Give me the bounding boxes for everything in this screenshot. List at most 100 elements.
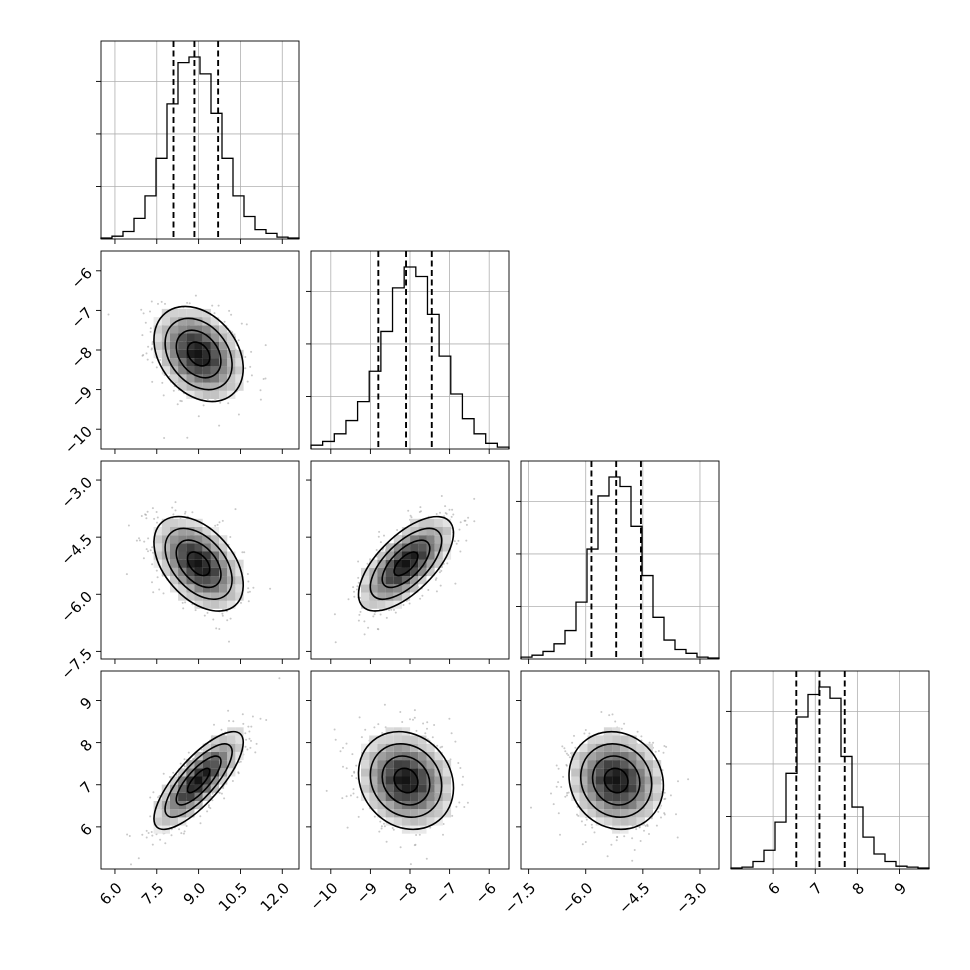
density-cell <box>194 366 203 375</box>
scatter-point <box>149 796 152 799</box>
density-cell <box>377 559 386 568</box>
density-cell <box>235 727 244 736</box>
scatter-point <box>254 751 257 754</box>
density-cell <box>385 543 394 552</box>
scatter-point <box>663 745 666 747</box>
scatter-point <box>181 601 184 604</box>
density-cell <box>235 559 244 568</box>
scatter-point <box>358 613 361 616</box>
density-cell <box>603 801 613 810</box>
scatter-point <box>557 767 560 770</box>
density-cell <box>202 584 211 593</box>
density-cell <box>186 341 195 350</box>
density-cell <box>361 776 370 785</box>
density-cell <box>620 792 629 801</box>
density-cell <box>186 567 195 577</box>
scatter-point <box>646 823 649 826</box>
scatter-point <box>248 730 251 733</box>
scatter-point <box>657 750 660 752</box>
scatter-point <box>409 718 411 721</box>
density-cell <box>210 543 220 552</box>
density-cell <box>579 751 588 761</box>
density-cell <box>587 760 596 769</box>
density-cell <box>579 784 588 793</box>
scatter-point <box>566 792 569 794</box>
scatter-point <box>588 732 591 735</box>
density-cell <box>628 809 637 818</box>
scatter-point <box>453 540 456 543</box>
scatter-point <box>214 524 217 527</box>
density-cell <box>620 809 629 818</box>
density-cell <box>644 809 653 818</box>
scatter-point <box>448 717 451 720</box>
density-cell <box>385 751 394 761</box>
density-cell <box>426 559 435 568</box>
scatter-point <box>402 604 405 606</box>
density-cell <box>186 543 195 552</box>
density-cell <box>202 567 211 577</box>
density-cell <box>194 559 203 568</box>
contour-line <box>153 730 245 831</box>
density-cell <box>603 792 613 801</box>
x-tick-label: 6.0 <box>96 879 126 909</box>
scatter-point <box>146 358 149 361</box>
scatter-point <box>325 789 328 792</box>
x-tick-label: −8 <box>392 879 420 907</box>
scatter-point <box>145 517 148 520</box>
scatter-point <box>194 294 197 297</box>
scatter-point <box>216 523 219 526</box>
density-cell <box>426 527 435 536</box>
scatter-point <box>623 722 626 725</box>
density-cell <box>644 776 653 785</box>
scatter-point <box>145 513 147 516</box>
density-cell <box>178 358 187 367</box>
scatter-point <box>473 520 476 523</box>
density-cell <box>186 518 195 527</box>
scatter-point <box>107 313 110 316</box>
density-cell <box>194 551 203 560</box>
x-tick-label: −6.0 <box>558 879 596 917</box>
scatter-point <box>151 581 153 584</box>
density-cell <box>153 333 162 342</box>
density-cell <box>227 374 236 383</box>
scatter-point <box>560 786 563 788</box>
density-cell <box>210 535 220 544</box>
density-cell <box>178 776 187 785</box>
scatter-point <box>600 711 603 713</box>
scatter-point <box>391 827 394 829</box>
density-cell <box>385 567 394 577</box>
scatter-point <box>643 829 645 832</box>
scatter-point <box>352 586 355 589</box>
scatter-point <box>433 724 436 726</box>
x-tick-label: 8 <box>849 879 868 898</box>
scatter-point <box>186 301 189 304</box>
density-cell <box>210 358 220 367</box>
scatter-point <box>207 804 210 807</box>
density-cell <box>401 776 411 785</box>
density-cell <box>369 600 378 609</box>
scatter-point <box>662 751 665 754</box>
density-cell <box>434 751 443 761</box>
scatter-point <box>357 815 360 818</box>
scatter-point <box>194 609 197 612</box>
density-cell <box>369 559 378 568</box>
y-tick-label: −7 <box>68 304 96 332</box>
scatter-point <box>138 539 141 542</box>
contour-line <box>153 515 245 612</box>
density-cell <box>385 776 394 785</box>
density-cell <box>393 768 402 777</box>
scatter-point <box>247 587 250 590</box>
scatter-point <box>650 817 653 820</box>
scatter-point <box>606 855 609 858</box>
histogram-frame <box>100 40 300 240</box>
scatter-point <box>184 510 187 513</box>
scatter-point <box>550 792 552 795</box>
density-cell <box>235 567 244 577</box>
density-cell <box>393 592 402 601</box>
density-cell <box>612 760 621 769</box>
y-tick-label: −9 <box>68 383 96 411</box>
density-cell <box>161 543 170 552</box>
scatter-point <box>149 330 152 333</box>
scatter-point <box>227 402 230 405</box>
scatter-point <box>218 521 221 524</box>
